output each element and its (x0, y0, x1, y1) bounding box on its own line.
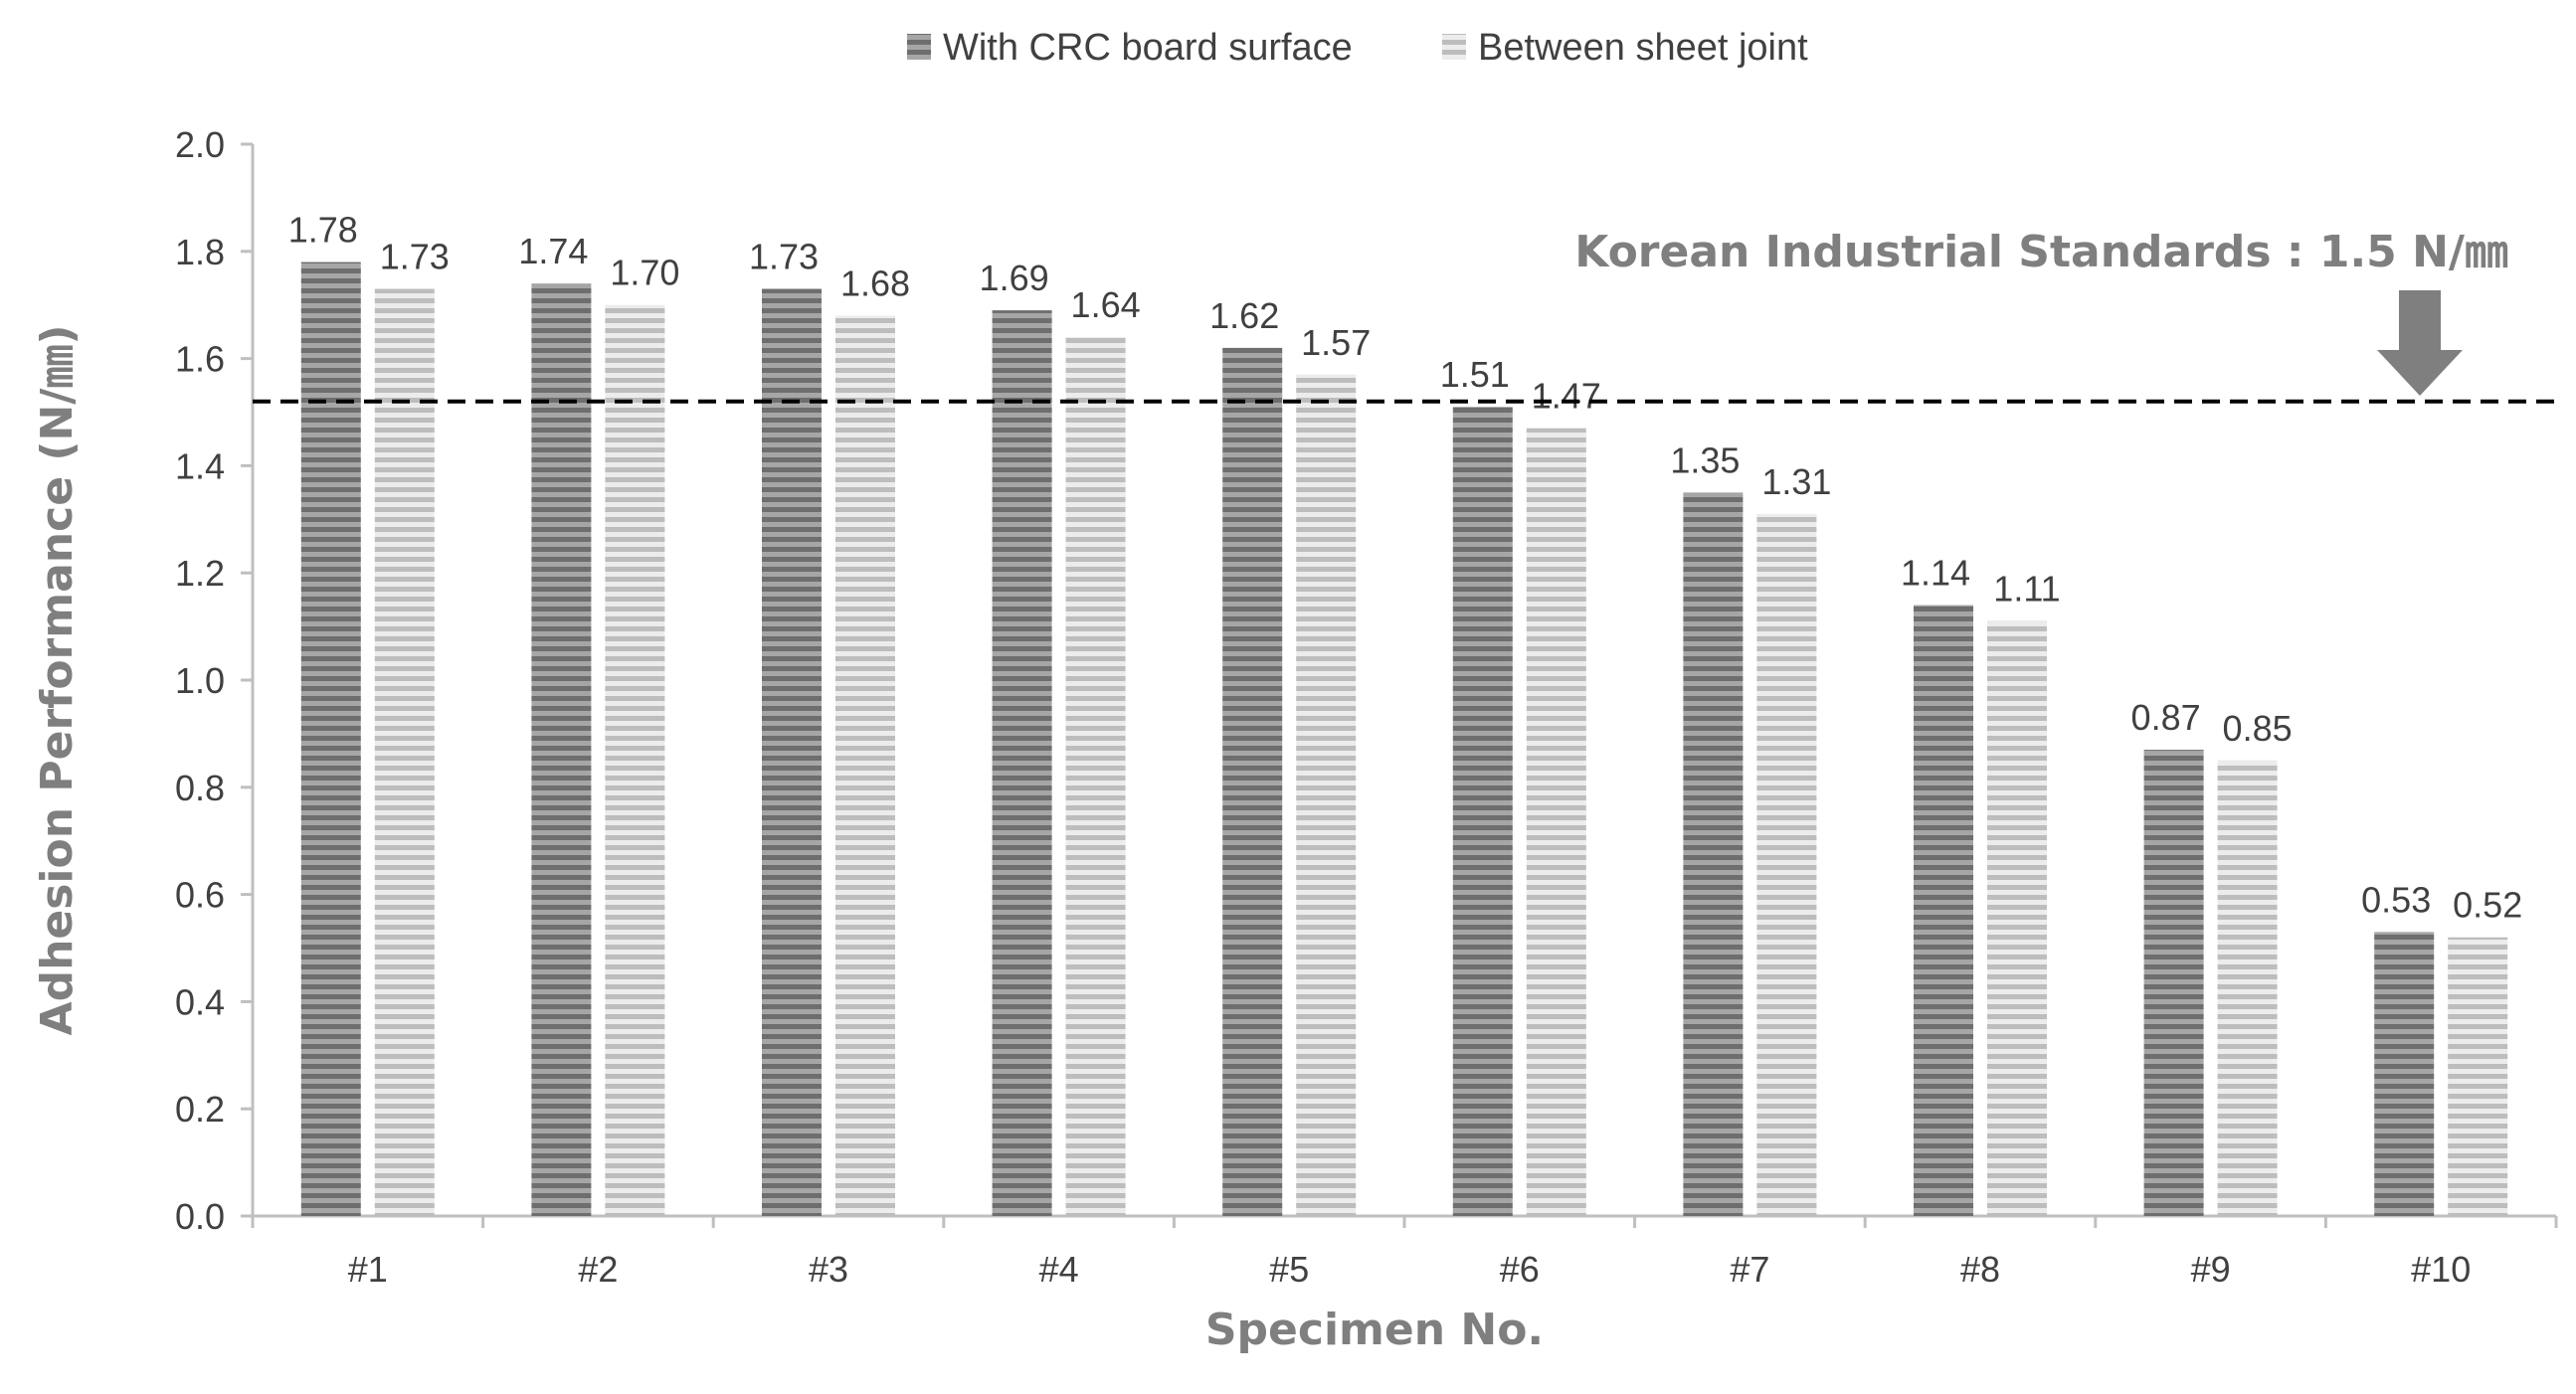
bar-series-1 (1452, 407, 1513, 1216)
bar-series-2 (1526, 428, 1586, 1216)
data-label-series-1: 1.35 (1670, 439, 1740, 480)
data-label-series-2: 1.73 (380, 237, 450, 277)
data-label-series-1: 0.53 (2361, 879, 2431, 920)
x-axis-title: Specimen No. (1205, 1305, 1544, 1355)
data-label-series-2: 0.52 (2453, 885, 2522, 926)
bar-series-2 (1296, 374, 1357, 1216)
x-tick-label: #2 (578, 1249, 618, 1290)
bar-series-2 (1987, 620, 2047, 1216)
data-label-series-1: 1.14 (1901, 553, 1970, 594)
bar-series-1 (1683, 492, 1744, 1217)
data-label-series-1: 0.87 (2131, 697, 2201, 738)
data-label-series-2: 1.57 (1301, 322, 1371, 363)
data-label-series-2: 1.11 (1993, 569, 2060, 610)
bar-series-1 (762, 288, 822, 1216)
bar-series-1 (1914, 605, 1973, 1216)
x-tick-label: #4 (1039, 1249, 1079, 1290)
y-tick-label: 1.6 (175, 339, 225, 380)
x-tick-label: #3 (809, 1249, 848, 1290)
legend-label-series-2: Between sheet joint (1478, 27, 1808, 69)
legend: With CRC board surface Between sheet joi… (907, 27, 1808, 69)
x-tick-label: #6 (1500, 1249, 1540, 1290)
y-tick-label: 0.0 (175, 1196, 225, 1237)
axes (251, 144, 2556, 1218)
bars (300, 261, 2508, 1217)
x-tick-label: #7 (1730, 1249, 1769, 1290)
data-label-series-1: 1.73 (749, 237, 819, 277)
data-labels: 1.78 1.73 1.74 1.70 1.73 1.68 1.69 1.64 1.62 1.57… (288, 210, 2522, 926)
bar-series-1 (531, 283, 592, 1216)
data-label-series-2: 1.47 (1532, 376, 1601, 417)
data-label-series-2: 1.70 (610, 253, 679, 293)
data-label-series-2: 0.85 (2223, 708, 2293, 749)
y-tick-label: 2.0 (175, 124, 225, 165)
x-tick-label: #1 (348, 1249, 388, 1290)
y-tick-label: 1.4 (175, 445, 225, 486)
y-tick-label: 0.4 (175, 981, 225, 1022)
down-arrow-icon (2377, 290, 2463, 396)
y-tick-label: 1.2 (175, 553, 225, 594)
bar-series-2 (2217, 760, 2278, 1216)
x-tick-label: #10 (2411, 1249, 2471, 1290)
x-tick-label: #9 (2191, 1249, 2231, 1290)
bar-series-1 (300, 261, 361, 1217)
x-tick-label: #5 (1269, 1249, 1309, 1290)
legend-swatch-series-2 (1442, 34, 1466, 60)
x-tick-label: #8 (1960, 1249, 2000, 1290)
bar-series-2 (835, 315, 895, 1217)
data-label-series-2: 1.31 (1761, 461, 1831, 502)
bar-series-1 (2374, 932, 2435, 1216)
legend-swatch-series-1 (907, 34, 931, 60)
bar-series-2 (1756, 513, 1817, 1216)
bar-series-2 (605, 304, 665, 1216)
data-label-series-1: 1.74 (518, 231, 588, 271)
legend-label-series-1: With CRC board surface (943, 27, 1353, 69)
x-axis-ticks: #1 #2 #3 #4 #5 #6 #7 #8 #9 #10 (251, 1216, 2558, 1290)
data-label-series-1: 1.78 (288, 210, 358, 251)
y-axis-ticks: 0.0 0.2 0.4 0.6 0.8 1.0 1.2 1.4 1.6 1.8 2.0 (175, 124, 253, 1237)
bar-series-2 (374, 288, 435, 1216)
data-label-series-1: 1.69 (980, 258, 1049, 298)
bar-series-2 (1065, 337, 1126, 1216)
annotation-text: Korean Industrial Standards : 1.5 N/㎜ (1574, 227, 2508, 277)
data-label-series-1: 1.62 (1209, 295, 1279, 336)
bar-series-1 (1222, 347, 1283, 1216)
bar-series-1 (2143, 750, 2204, 1216)
y-tick-label: 1.0 (175, 660, 225, 701)
bar-series-2 (2448, 937, 2508, 1216)
data-label-series-2: 1.68 (840, 262, 910, 303)
y-tick-label: 0.6 (175, 875, 225, 916)
y-axis-title: Adhesion Performance (N/㎜) (32, 325, 83, 1036)
y-tick-label: 0.8 (175, 768, 225, 808)
data-label-series-2: 1.64 (1071, 284, 1141, 325)
y-tick-label: 0.2 (175, 1089, 225, 1130)
y-tick-label: 1.8 (175, 232, 225, 272)
data-label-series-1: 1.51 (1440, 354, 1510, 395)
bar-series-1 (992, 310, 1052, 1217)
